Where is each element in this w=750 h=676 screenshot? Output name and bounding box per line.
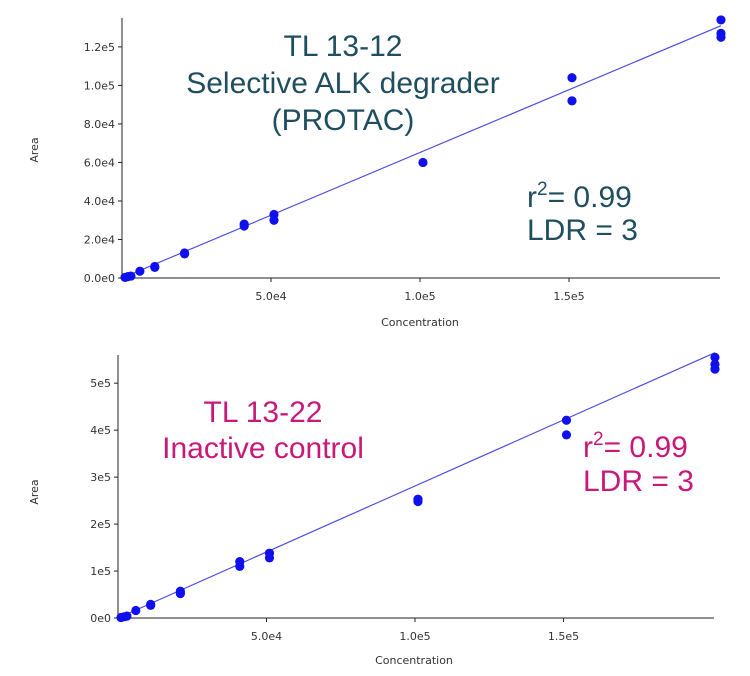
chart-top-data-point [269,209,279,220]
chart-bottom-marks [116,352,720,623]
chart-top-y-tick-label: 8.0e4 [84,118,115,131]
chart-top-x-tick-label: 5.0e4 [255,290,286,303]
chart-bottom-annotation: TL 13-22 Inactive control r2= 0.99 LDR =… [162,396,694,498]
chart-top-data-point [135,266,145,276]
chart-top-data-point [179,248,190,258]
chart-top-r2-prefix: r [527,181,537,214]
chart-top-ylabel: Area [28,137,41,162]
chart-top-x-tick-label: 1.0e5 [404,290,435,303]
chart-bottom-r2-sup: 2 [593,429,604,450]
chart-bottom-y-tick-label: 1e5 [90,565,111,578]
chart-bottom-data-point [710,359,720,369]
chart-bottom-data-point [264,548,275,558]
chart-bottom-y-tick-label: 0e0 [90,612,111,625]
chart-bottom-r2-prefix: r [583,431,593,464]
chart-top-data-point [418,157,428,168]
chart-top-data-point [567,73,577,83]
chart-top-fit-line [121,25,722,279]
chart-top-x-tick-label: 1.5e5 [553,290,584,303]
chart-top-title-line-3: (PROTAC) [272,104,415,137]
chart-bottom-data-point [122,611,132,621]
chart-bottom-r2: r2= 0.99 [583,429,688,464]
chart-top-title-line-2: Selective ALK degrader [186,67,500,100]
chart-top-data-point [567,96,577,106]
chart-top-ldr: LDR = 3 [527,214,638,247]
chart-top-r2: r2= 0.99 [527,179,632,214]
chart-bottom-data-point [710,352,720,362]
chart-bottom-y-tick-label: 3e5 [90,471,111,484]
chart-top-y-tick-label: 2.0e4 [84,233,115,246]
chart-top-data-point [239,219,249,229]
chart-top-annotation: TL 13-12 Selective ALK degrader (PROTAC)… [186,30,638,247]
chart-top-y-tick-label: 6.0e4 [84,156,115,169]
chart-top-data-point [150,262,160,273]
chart-top: 0.0e0 2.0e4 4.0e4 6.0e4 8.0e4 1.0e5 1.2e5 5.0e4… [28,15,726,329]
chart-bottom-x-tick-label: 1.0e5 [399,630,430,643]
chart-top-y-tick-label: 0.0e0 [84,272,115,285]
chart-bottom-ldr: LDR = 3 [583,465,694,498]
chart-bottom-title-line-2: Inactive control [162,432,364,465]
chart-bottom-data-point [235,557,245,567]
chart-bottom-x-tick-label: 1.5e5 [548,630,579,643]
chart-top-y-tick-label: 4.0e4 [84,195,115,208]
chart-bottom: 0e0 1e5 2e5 3e5 4e5 5e5 5.0e4 1.0e5 1.5e5 Concen… [28,352,720,667]
chart-bottom-y-tick-label: 4e5 [90,424,111,437]
chart-bottom-data-point [413,494,423,504]
chart-bottom-data-point [561,430,572,440]
chart-bottom-x-tick-label: 5.0e4 [251,630,282,643]
chart-bottom-data-point [131,605,141,616]
chart-bottom-fit-line [117,352,716,619]
chart-top-xlabel: Concentration [381,316,459,329]
chart-bottom-xlabel: Concentration [375,654,453,667]
chart-top-data-point [126,271,136,281]
chart-top-axes: 0.0e0 2.0e4 4.0e4 6.0e4 8.0e4 1.0e5 1.2e5 5.0e4… [84,18,720,303]
chart-bottom-y-tick-label: 5e5 [90,377,111,390]
chart-bottom-data-point [146,599,156,609]
chart-top-title-line-1: TL 13-12 [284,30,403,63]
chart-top-r2-value: = 0.99 [548,181,632,214]
chart-top-data-point [716,32,726,42]
chart-bottom-data-point [175,586,185,596]
chart-top-y-tick-label: 1.0e5 [84,79,115,92]
chart-top-r2-sup: 2 [537,179,548,200]
chart-bottom-axes: 0e0 1e5 2e5 3e5 4e5 5e5 5.0e4 1.0e5 1.5e5 [90,355,714,643]
chart-bottom-y-tick-label: 2e5 [90,518,111,531]
chart-top-data-point [716,15,726,25]
chart-bottom-data-point [561,415,572,425]
chart-bottom-title-line-1: TL 13-22 [204,396,323,429]
chart-top-marks [120,15,726,283]
chart-bottom-ylabel: Area [28,479,41,504]
chart-top-y-tick-label: 1.2e5 [84,41,115,54]
chart-bottom-r2-value: = 0.99 [604,431,688,464]
